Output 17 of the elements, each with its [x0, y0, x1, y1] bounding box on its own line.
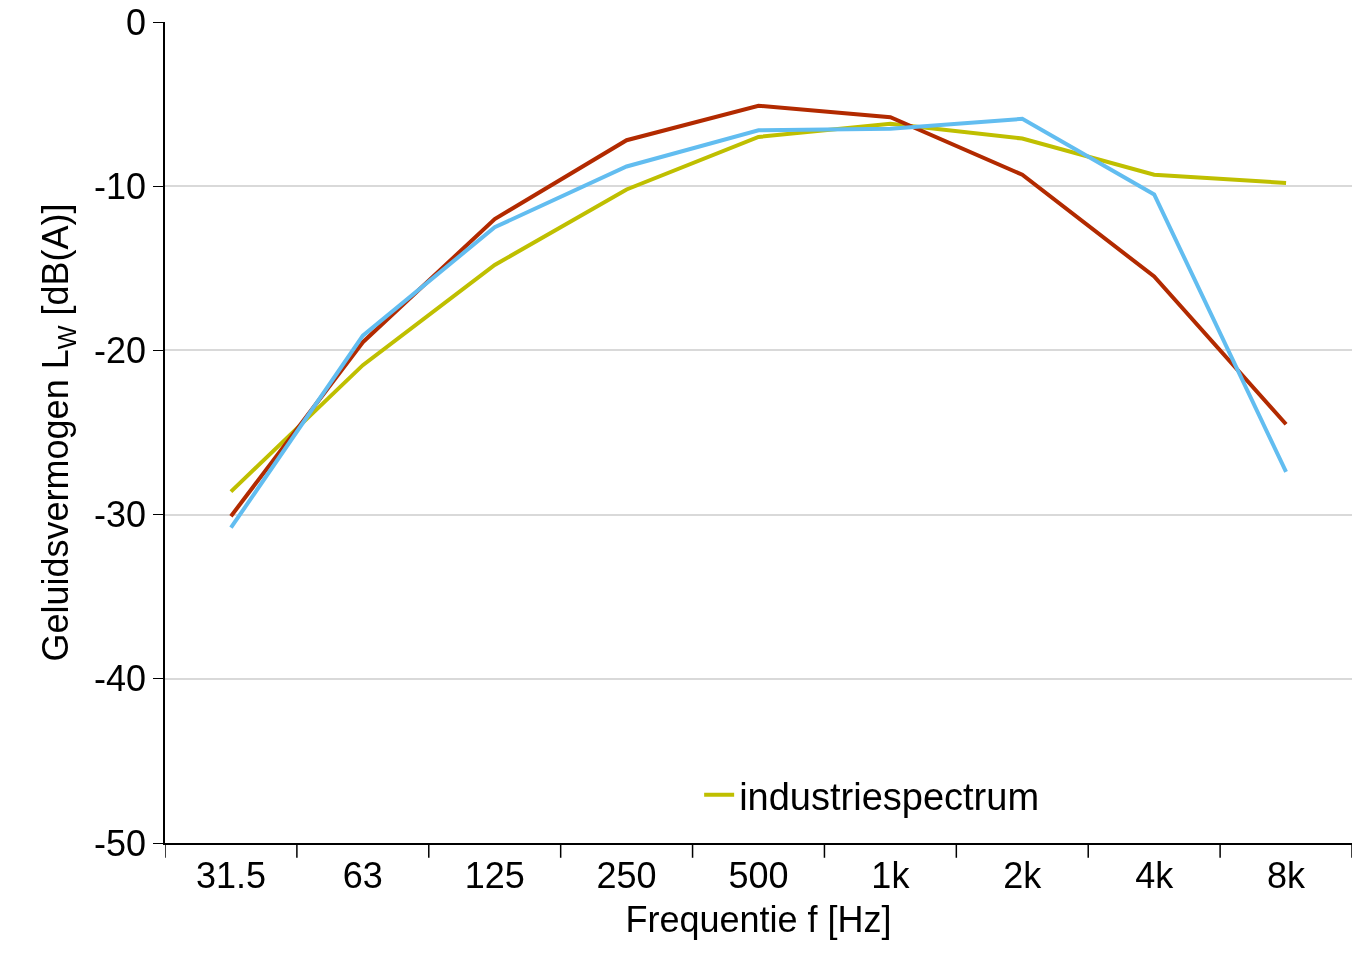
- y-tick-label: -10: [94, 165, 147, 207]
- y-tick-label: -50: [94, 822, 147, 864]
- x-tick-label: 500: [728, 854, 789, 896]
- y-tick-label: -40: [94, 658, 147, 700]
- x-axis-title: Frequentie f [Hz]: [625, 899, 892, 941]
- y-tick-label: -20: [94, 330, 147, 371]
- x-tick-label: 8k: [1267, 854, 1307, 896]
- y-tick-label: -30: [94, 494, 147, 536]
- x-tick-label: 4k: [1135, 854, 1175, 896]
- x-tick-label: 1k: [871, 854, 911, 896]
- legend-label: industriespectrum: [739, 775, 1040, 818]
- y-tick-label: 0: [126, 1, 147, 43]
- x-tick-label: 63: [342, 854, 383, 896]
- x-tick-label: 31.5: [195, 854, 266, 896]
- x-tick-label: 250: [596, 854, 657, 896]
- x-tick-label: 125: [464, 854, 525, 896]
- x-tick-label: 2k: [1003, 854, 1043, 896]
